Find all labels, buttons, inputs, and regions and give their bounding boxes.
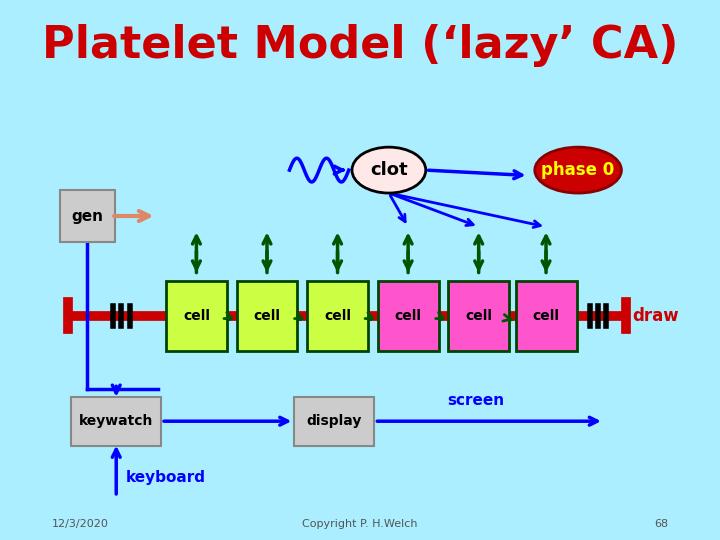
Text: 68: 68 <box>654 519 668 529</box>
Text: cell: cell <box>533 309 559 323</box>
Text: Copyright P. H.Welch: Copyright P. H.Welch <box>302 519 418 529</box>
Text: display: display <box>307 414 362 428</box>
Text: cell: cell <box>395 309 422 323</box>
FancyBboxPatch shape <box>71 397 161 445</box>
Text: gen: gen <box>71 208 104 224</box>
Text: cell: cell <box>183 309 210 323</box>
Text: screen: screen <box>447 393 504 408</box>
Text: cell: cell <box>253 309 281 323</box>
Text: draw: draw <box>633 307 679 325</box>
Text: cell: cell <box>465 309 492 323</box>
Text: keywatch: keywatch <box>79 414 153 428</box>
FancyBboxPatch shape <box>307 281 368 351</box>
FancyBboxPatch shape <box>166 281 227 351</box>
Text: keyboard: keyboard <box>126 470 206 485</box>
FancyBboxPatch shape <box>294 397 374 445</box>
FancyBboxPatch shape <box>378 281 438 351</box>
FancyBboxPatch shape <box>449 281 509 351</box>
Text: 12/3/2020: 12/3/2020 <box>52 519 109 529</box>
Text: clot: clot <box>370 161 408 179</box>
FancyBboxPatch shape <box>516 281 577 351</box>
Text: Platelet Model (‘lazy’ CA): Platelet Model (‘lazy’ CA) <box>42 24 678 68</box>
FancyBboxPatch shape <box>60 191 114 241</box>
Ellipse shape <box>535 147 621 193</box>
Text: phase 0: phase 0 <box>541 161 615 179</box>
Ellipse shape <box>352 147 426 193</box>
FancyBboxPatch shape <box>236 281 297 351</box>
Text: cell: cell <box>324 309 351 323</box>
